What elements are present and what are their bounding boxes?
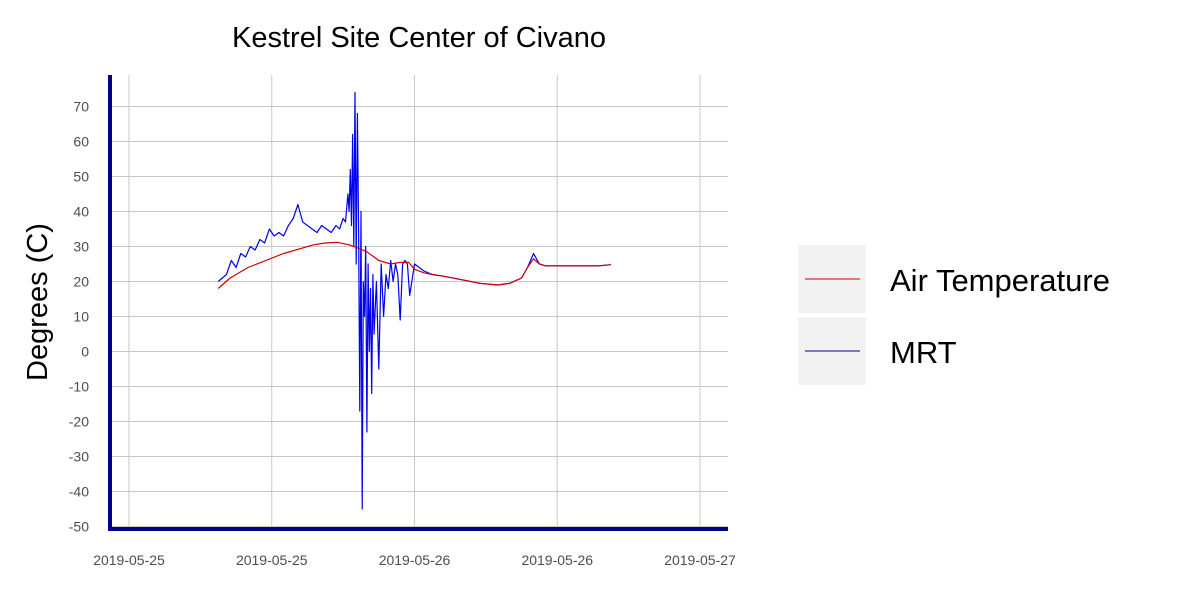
y-tick-label: -40 (69, 484, 89, 500)
y-tick-labels: -50 -40 -30 -20 -10 0 10 20 30 40 50 60 70 (69, 99, 89, 535)
y-axis-label: Degrees (C) (22, 223, 54, 381)
x-tick-label: 2019-05-26 (379, 552, 451, 568)
grid-lines (110, 75, 728, 530)
x-tick-label: 2019-05-25 (93, 552, 165, 568)
y-tick-label: 0 (81, 344, 89, 360)
series-line-air-temperature (217, 241, 611, 289)
x-tick-labels: 2019-05-25 2019-05-25 2019-05-26 2019-05-26… (93, 552, 736, 568)
x-tick-label: 2019-05-25 (236, 552, 308, 568)
legend-label-air-temperature: Air Temperature (890, 263, 1110, 298)
legend: Air Temperature MRT (798, 245, 1110, 385)
y-tick-label: 10 (73, 309, 89, 325)
chart-title: Kestrel Site Center of Civano (232, 22, 606, 54)
y-tick-label: 20 (73, 274, 89, 290)
x-tick-label: 2019-05-26 (521, 552, 593, 568)
y-tick-label: 30 (73, 239, 89, 255)
y-tick-label: 60 (73, 134, 89, 150)
y-tick-label: -30 (69, 449, 89, 465)
series-lines (217, 91, 611, 510)
axes (108, 75, 728, 531)
legend-label-mrt: MRT (890, 335, 957, 370)
y-tick-label: -50 (69, 519, 89, 535)
y-tick-label: -20 (69, 414, 89, 430)
y-tick-label: 70 (73, 99, 89, 115)
y-tick-label: -10 (69, 379, 89, 395)
y-tick-label: 40 (73, 204, 89, 220)
x-tick-label: 2019-05-27 (664, 552, 736, 568)
y-tick-label: 50 (73, 169, 89, 185)
